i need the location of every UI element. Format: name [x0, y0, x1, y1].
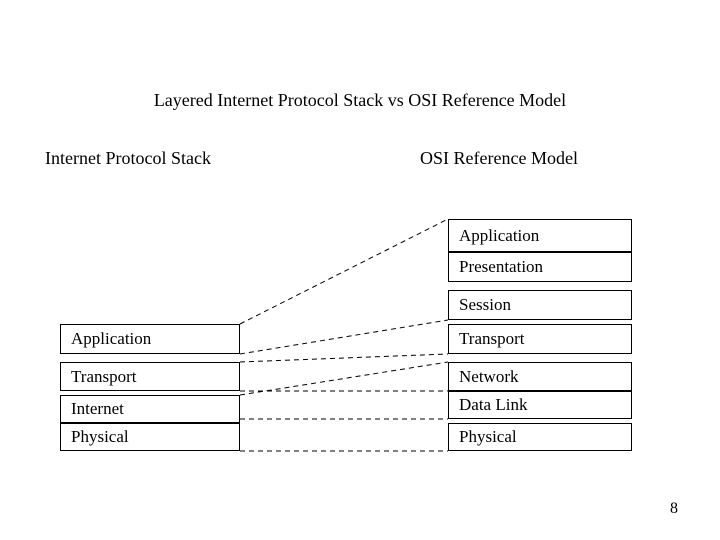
osi-stack-layer-4: Network: [448, 362, 632, 391]
ip-stack-layer-1: Transport: [60, 362, 240, 391]
osi-stack-layer-2: Session: [448, 290, 632, 320]
osi-stack-layer-5: Data Link: [448, 391, 632, 419]
connector-line-0: [240, 219, 448, 324]
connector-line-1: [240, 320, 448, 354]
osi-stack-layer-1: Presentation: [448, 252, 632, 282]
page-number: 8: [670, 500, 678, 518]
ip-stack-layer-3: Physical: [60, 423, 240, 451]
osi-stack-layer-3: Transport: [448, 324, 632, 354]
right-heading: OSI Reference Model: [420, 148, 578, 169]
connector-line-2: [240, 354, 448, 362]
page: Layered Internet Protocol Stack vs OSI R…: [0, 0, 720, 540]
page-title: Layered Internet Protocol Stack vs OSI R…: [0, 90, 720, 111]
left-heading: Internet Protocol Stack: [45, 148, 211, 169]
ip-stack-layer-2: Internet: [60, 395, 240, 423]
ip-stack-layer-0: Application: [60, 324, 240, 354]
connector-line-4: [240, 362, 448, 395]
osi-stack-layer-0: Application: [448, 219, 632, 252]
osi-stack-layer-6: Physical: [448, 423, 632, 451]
